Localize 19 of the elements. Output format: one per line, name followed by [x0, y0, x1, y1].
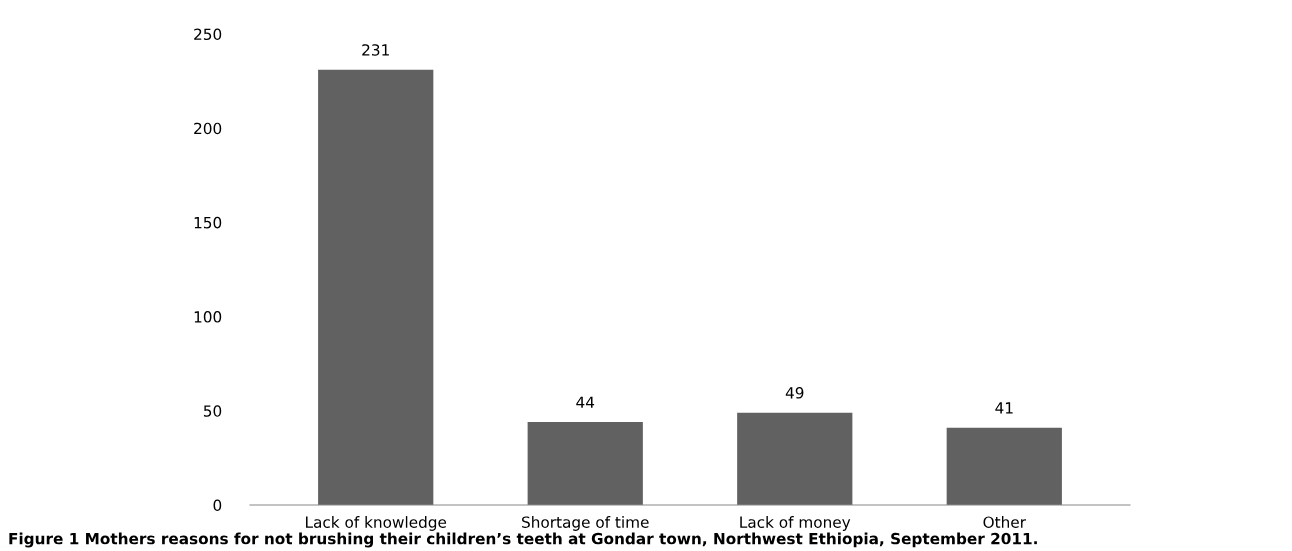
- data-label: 44: [576, 396, 595, 408]
- y-tick-label: 250: [194, 28, 222, 41]
- data-label: 49: [785, 387, 804, 399]
- y-tick-label: 0: [213, 499, 222, 512]
- x-tick-label: Lack of money: [740, 516, 851, 531]
- y-tick-label: 100: [194, 311, 222, 323]
- x-tick-label: Other: [983, 516, 1026, 528]
- x-tick-label: Shortage of time: [522, 516, 649, 531]
- x-tick-label: Lack of knowledge: [306, 516, 447, 531]
- data-label: 41: [995, 402, 1013, 414]
- y-tick-label: 50: [203, 405, 222, 417]
- bar: [527, 422, 643, 505]
- bar: [946, 427, 1062, 505]
- data-label: 231: [362, 44, 389, 56]
- y-tick-label: 200: [194, 122, 222, 135]
- bar: [318, 69, 434, 505]
- caption: Figure 1 Mothers reasons for not brushing their children’s teeth at Gondar town, Northwest Ethiopia, September 2011.: [9, 532, 1037, 548]
- y-tick-label: 150: [194, 216, 222, 229]
- bar: [737, 412, 853, 505]
